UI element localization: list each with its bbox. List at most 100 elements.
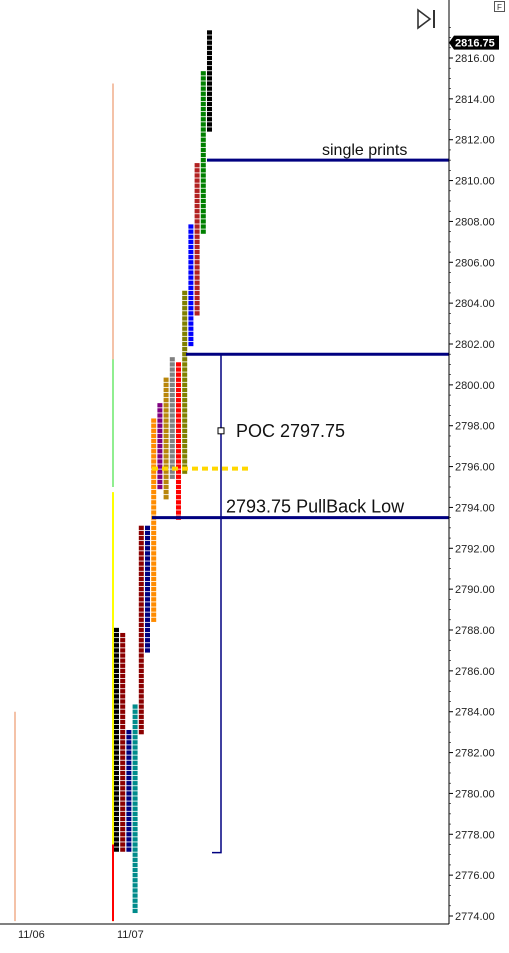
tpo-cell: [207, 50, 212, 56]
tpo-cell: [182, 321, 188, 326]
tpo-cell: [188, 260, 194, 265]
tpo-cell: [182, 377, 188, 382]
tpo-cell: [138, 704, 144, 709]
poc-handle[interactable]: [217, 427, 225, 435]
tpo-cell: [182, 413, 188, 418]
tpo-cell: [163, 398, 169, 403]
tpo-cell: [157, 418, 163, 423]
tpo-cell: [132, 852, 138, 857]
tpo-cell: [194, 183, 200, 188]
tpo-cell: [176, 464, 181, 469]
tpo-column: [200, 71, 206, 234]
tpo-cell: [169, 377, 175, 382]
tpo-cell: [163, 479, 169, 485]
tpo-cell: [207, 127, 212, 132]
tpo-cell: [132, 704, 138, 709]
tpo-cell: [151, 423, 157, 428]
tpo-cell: [151, 443, 157, 449]
tpo-cell: [200, 157, 206, 163]
tpo-cell: [200, 229, 206, 234]
tpo-cell: [194, 306, 200, 311]
tpo-cell: [120, 729, 126, 735]
tpo-cell: [114, 694, 119, 699]
price-tick-label: 2780.00: [455, 788, 495, 800]
tpo-cell: [114, 765, 119, 771]
tpo-cell: [169, 398, 175, 403]
tpo-cell: [138, 525, 144, 531]
tpo-cell: [157, 423, 163, 428]
tpo-cell: [157, 428, 163, 433]
tpo-cell: [132, 791, 138, 796]
tpo-cell: [132, 781, 138, 786]
tpo-cell: [132, 842, 138, 847]
f-button[interactable]: F: [494, 1, 505, 12]
tpo-cell: [188, 224, 194, 229]
tpo-cell: [138, 668, 144, 674]
tpo-cell: [132, 811, 138, 817]
tpo-cell: [182, 352, 188, 357]
tpo-cell: [126, 786, 132, 791]
tpo-cell: [120, 658, 126, 663]
tpo-cell: [176, 505, 181, 510]
tpo-cell: [132, 709, 138, 714]
tpo-cell: [200, 188, 206, 193]
tpo-cell: [200, 106, 206, 112]
tpo-cell: [157, 449, 163, 454]
tpo-cell: [182, 423, 188, 428]
tpo-cell: [138, 551, 144, 556]
tpo-cell: [182, 290, 188, 296]
price-tick-label: 2786.00: [455, 666, 495, 678]
tpo-cell: [194, 300, 200, 306]
price-tick-label: 2794.00: [455, 502, 495, 514]
price-axis[interactable]: 2774.00 2776.00 2778.00 2780.00 2782.00 2784.…: [448, 0, 499, 924]
tpo-cell: [138, 617, 144, 622]
tpo-cell: [151, 586, 157, 592]
tpo-cell: [114, 632, 119, 638]
tpo-cell: [188, 239, 194, 245]
tpo-cell: [163, 408, 169, 413]
tpo-column: [207, 30, 212, 132]
tpo-cell: [120, 765, 126, 771]
tpo-cell: [120, 811, 126, 817]
play-to-end-icon[interactable]: [415, 8, 439, 30]
tpo-cell: [200, 86, 206, 91]
tpo-cell: [194, 290, 200, 296]
tpo-cell: [132, 724, 138, 730]
tpo-cell: [163, 382, 169, 388]
tpo-column: [188, 224, 194, 347]
tpo-cell: [169, 387, 175, 393]
tpo-cell: [126, 847, 132, 852]
tpo-cell: [138, 648, 144, 653]
bracket-line[interactable]: [186, 353, 222, 854]
tpo-cell: [200, 152, 206, 158]
tpo-cell: [145, 632, 150, 638]
tpo-cell: [138, 643, 144, 648]
tpo-cell: [120, 668, 126, 674]
tpo-cell: [120, 714, 126, 719]
tpo-cell: [169, 382, 175, 388]
tpo-cell: [138, 576, 144, 582]
tpo-cell: [169, 443, 175, 449]
tpo-cell: [120, 745, 126, 750]
tpo-cell: [145, 556, 150, 561]
tpo-cell: [132, 888, 138, 893]
tpo-cell: [207, 66, 212, 71]
tpo-cell: [169, 372, 175, 377]
tpo-cell: [138, 678, 144, 684]
tpo-cell: [126, 806, 132, 811]
tpo-cell: [188, 249, 194, 255]
tpo-cell: [163, 464, 169, 469]
price-tick-label: 2812.00: [455, 135, 495, 147]
tpo-cell: [114, 663, 119, 668]
tpo-cell: [120, 791, 126, 796]
tpo-cell: [207, 55, 212, 61]
tpo-cell: [176, 449, 181, 454]
pullback-label: 2793.75 PullBack Low: [226, 497, 405, 517]
tpo-cell: [132, 801, 138, 806]
tpo-cell: [207, 96, 212, 102]
tpo-cell: [120, 663, 126, 668]
price-tick-label: 2776.00: [455, 870, 495, 882]
tpo-cell: [163, 449, 169, 454]
tpo-cell: [207, 112, 212, 117]
